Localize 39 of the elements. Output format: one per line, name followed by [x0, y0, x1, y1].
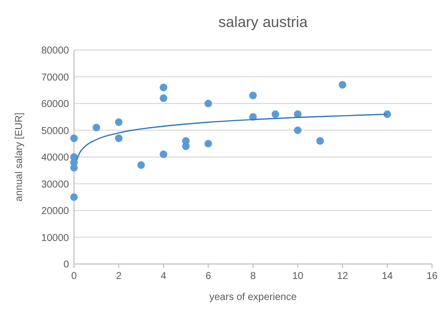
- point: [114, 134, 123, 142]
- point: [204, 100, 212, 108]
- point: [160, 94, 168, 102]
- point: [114, 118, 123, 126]
- x-tick-label: 4: [160, 271, 167, 282]
- x-axis-title: years of experience: [209, 292, 298, 303]
- y-tick-label: 40000: [41, 152, 70, 164]
- point: [204, 140, 212, 148]
- y-tick-label: 50000: [41, 126, 70, 137]
- y-tick-label: 70000: [41, 72, 70, 84]
- point: [70, 134, 78, 142]
- y-axis-title: annual salary [EUR]: [14, 112, 25, 202]
- point: [294, 126, 302, 134]
- x-tick-label: 12: [336, 271, 348, 282]
- point: [137, 161, 145, 169]
- point: [338, 80, 346, 89]
- x-tick-label: 0: [71, 271, 78, 282]
- y-tick-label: 30000: [41, 179, 70, 190]
- x-tick-label: 10: [292, 271, 304, 282]
- x-tick-label: 2: [116, 271, 122, 282]
- point: [249, 92, 257, 100]
- point: [272, 110, 280, 118]
- y-tick-label: 60000: [41, 99, 70, 110]
- x-tick-label: 14: [382, 271, 394, 282]
- y-tick-label: 0: [63, 260, 70, 270]
- point: [316, 137, 324, 145]
- x-tick-label: 16: [426, 271, 438, 282]
- point: [294, 110, 302, 118]
- point: [182, 142, 190, 150]
- point: [92, 124, 100, 132]
- y-tick-label: 20000: [41, 206, 70, 217]
- y-tick-label: 10000: [41, 232, 70, 244]
- x-tick-label: 8: [250, 271, 256, 282]
- chart-title: salary austria: [218, 14, 308, 31]
- point: [160, 84, 168, 92]
- point: [160, 150, 168, 158]
- x-tick-label: 6: [205, 271, 212, 282]
- y-tick-label: 80000: [41, 46, 70, 56]
- point: [70, 193, 78, 201]
